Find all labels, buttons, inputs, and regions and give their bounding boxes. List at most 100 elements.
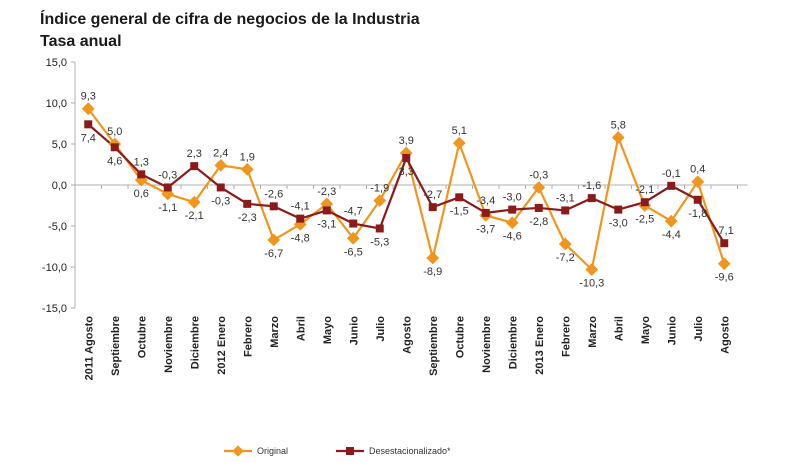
x-tick-label: Marzo <box>587 316 599 348</box>
x-tick-label: Noviembre <box>481 316 493 373</box>
data-label-original: 2,4 <box>213 147 228 159</box>
data-label-original: 3,9 <box>399 135 414 147</box>
x-tick-label: 2011 Agosto <box>83 316 95 381</box>
series-desestacionalizado-point <box>216 183 225 192</box>
series-desestacionalizado-point <box>508 205 517 214</box>
series-desestacionalizado-point <box>402 153 411 162</box>
data-label-original: -9,6 <box>715 272 734 284</box>
y-tick-label: 5,0 <box>52 139 67 151</box>
data-label-desestacionalizado: -1,8 <box>688 208 707 220</box>
x-tick-label: Junio <box>348 316 360 346</box>
series-desestacionalizado-point <box>561 206 570 215</box>
data-label-desestacionalizado: -4,1 <box>291 201 310 213</box>
series-original-point <box>373 194 387 207</box>
data-label-desestacionalizado: -2,7 <box>423 189 442 201</box>
data-label-original: -6,5 <box>344 246 363 258</box>
data-label-original: 0,6 <box>134 188 149 200</box>
x-tick-label: Diciembre <box>507 316 519 369</box>
data-label-original: -3,7 <box>476 223 495 235</box>
data-label-desestacionalizado: -2,8 <box>529 216 548 228</box>
data-label-desestacionalizado: 4,6 <box>107 155 122 167</box>
x-tick-label: Abril <box>295 316 307 341</box>
x-tick-label: Octubre <box>136 316 148 358</box>
data-label-desestacionalizado: -1,6 <box>582 180 601 192</box>
series-desestacionalizado-point <box>296 214 305 223</box>
y-tick-label: 10,0 <box>46 98 67 110</box>
data-label-original: -2,1 <box>185 210 204 222</box>
series-desestacionalizado-point <box>481 208 490 217</box>
x-tick-label: Febrero <box>560 316 572 357</box>
series-original-point <box>717 257 731 271</box>
series-desestacionalizado-point <box>640 198 649 207</box>
data-label-desestacionalizado: -3,0 <box>609 218 628 230</box>
legend-original-marker <box>232 445 244 457</box>
data-label-original: -4,4 <box>662 229 681 241</box>
series-desestacionalizado-point <box>375 224 384 233</box>
y-tick-label: -5,0 <box>48 221 67 233</box>
data-label-original: -4,6 <box>503 231 522 243</box>
series-desestacionalizado-point <box>693 195 702 204</box>
data-label-original: -2,5 <box>635 214 654 226</box>
data-label-desestacionalizado: -2,6 <box>264 188 283 200</box>
series-desestacionalizado-point <box>137 170 146 179</box>
data-label-original: -7,2 <box>556 252 575 264</box>
x-tick-label: Noviembre <box>163 316 175 373</box>
series-original-point <box>267 233 281 247</box>
x-tick-label: Febrero <box>242 316 254 357</box>
data-label-original: 5,1 <box>452 125 467 137</box>
y-tick-label: -15,0 <box>42 303 67 315</box>
x-tick-label: Mayo <box>640 316 652 344</box>
data-label-original: -10,3 <box>579 277 604 289</box>
x-tick-label: Agosto <box>401 316 413 354</box>
series-desestacionalizado-point <box>243 199 252 208</box>
data-label-desestacionalizado: -2,3 <box>238 212 257 224</box>
data-label-desestacionalizado: -0,1 <box>662 168 681 180</box>
y-tick-label: 15,0 <box>46 57 67 69</box>
x-tick-label: 2012 Enero <box>216 316 228 375</box>
series-desestacionalizado-point <box>84 120 93 129</box>
data-label-desestacionalizado: 7,4 <box>81 132 96 144</box>
data-label-desestacionalizado: -5,3 <box>370 236 389 248</box>
data-label-original: -2,3 <box>317 186 336 198</box>
y-tick-label: -10,0 <box>42 262 67 274</box>
x-tick-label: Diciembre <box>189 316 201 369</box>
x-tick-label: Julio <box>693 316 705 342</box>
series-original-point <box>664 214 678 228</box>
data-label-desestacionalizado: -0,3 <box>158 169 177 181</box>
x-tick-label: Agosto <box>719 316 731 354</box>
data-label-desestacionalizado: 3,3 <box>399 166 414 178</box>
x-tick-label: Octubre <box>454 316 466 358</box>
x-tick-label: Septiembre <box>110 316 122 376</box>
data-label-original: 9,3 <box>81 91 96 103</box>
legend-desestacionalizado-marker <box>346 447 354 455</box>
x-tick-label: Julio <box>375 316 387 342</box>
series-desestacionalizado-point <box>534 203 543 212</box>
series-desestacionalizado-point <box>322 206 331 215</box>
series-original-point <box>240 163 254 176</box>
data-label-original: 5,0 <box>107 126 122 138</box>
x-tick-label: Junio <box>666 316 678 346</box>
series-original-line <box>87 108 726 272</box>
series-desestacionalizado-point <box>269 202 278 211</box>
series-original-point <box>611 131 625 144</box>
x-tick-label: Septiembre <box>428 316 440 376</box>
series-original-point <box>426 251 440 265</box>
series-original-point <box>187 195 201 209</box>
data-label-original: 1,9 <box>240 151 255 163</box>
series-original-point <box>346 231 360 245</box>
series-desestacionalizado-point <box>587 194 596 203</box>
data-label-original: -8,9 <box>423 266 442 278</box>
data-label-desestacionalizado: -1,5 <box>450 205 469 217</box>
data-label-desestacionalizado: -7,1 <box>715 225 734 237</box>
data-label-desestacionalizado: -4,7 <box>344 206 363 218</box>
legend-desestacionalizado-label: Desestacionalizado* <box>369 446 451 456</box>
data-label-desestacionalizado: 2,3 <box>187 148 202 160</box>
series-original-point <box>214 158 228 172</box>
chart-title: Índice general de cifra de negocios de l… <box>40 11 420 28</box>
data-label-desestacionalizado: -3,1 <box>556 192 575 204</box>
data-label-desestacionalizado: -3,1 <box>317 218 336 230</box>
data-label-desestacionalizado: -3,0 <box>503 192 522 204</box>
x-tick-label: Abril <box>613 316 625 341</box>
data-label-original: -1,1 <box>158 202 177 214</box>
